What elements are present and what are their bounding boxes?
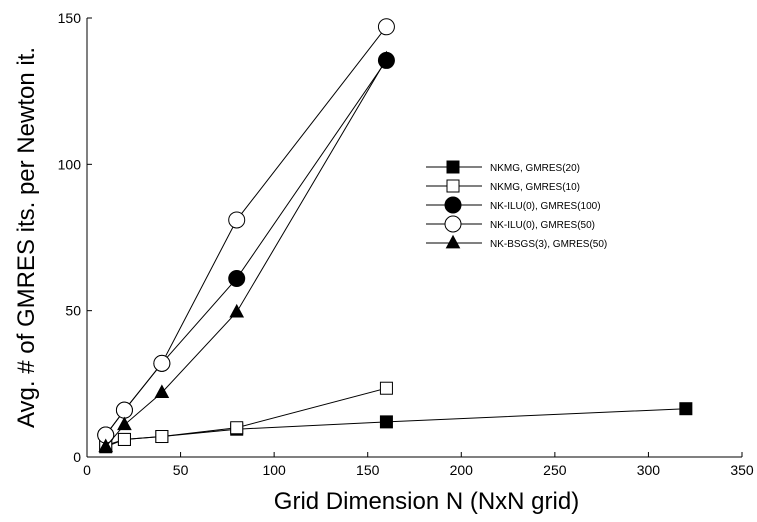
data-point <box>379 415 393 429</box>
y-tick-label: 150 <box>58 10 82 26</box>
x-tick-label: 300 <box>637 462 661 478</box>
x-tick-label: 50 <box>173 462 189 478</box>
series-line <box>105 387 387 446</box>
data-point <box>153 354 171 372</box>
data-point <box>379 50 394 65</box>
y-axis-title: Avg. # of GMRES its. per Newton it. <box>13 47 40 428</box>
y-tick-label: 100 <box>58 156 82 172</box>
data-point <box>98 438 114 453</box>
series-3 <box>97 18 395 444</box>
data-point <box>379 381 393 395</box>
data-point <box>154 384 170 398</box>
legend-marker <box>445 234 461 249</box>
legend-label: NK-ILU(0), GMRES(100) <box>490 201 601 212</box>
legend-marker <box>444 215 462 233</box>
data-point <box>228 211 246 229</box>
x-tick-label: 0 <box>83 462 91 478</box>
series-line <box>105 408 686 448</box>
legend-item: NK-ILU(0), GMRES(50) <box>426 215 595 233</box>
y-tick-label: 0 <box>73 449 81 465</box>
data-point <box>117 432 131 446</box>
series-1 <box>99 381 393 452</box>
legend-marker <box>446 179 460 193</box>
legend-label: NKMG, GMRES(10) <box>490 182 580 193</box>
x-tick-label: 100 <box>262 462 286 478</box>
x-tick-label: 250 <box>543 462 567 478</box>
legend-marker <box>446 160 460 174</box>
data-point <box>377 18 395 36</box>
data-point <box>117 416 132 431</box>
y-tick-label: 50 <box>65 303 81 319</box>
legend-label: NK-BSGS(3), GMRES(50) <box>490 239 607 250</box>
x-tick-label: 350 <box>730 462 754 478</box>
series-line <box>105 60 387 436</box>
legend-item: NKMG, GMRES(20) <box>426 160 580 174</box>
x-tick-label: 150 <box>356 462 380 478</box>
legend-item: NKMG, GMRES(10) <box>426 179 580 193</box>
legend-item: NK-ILU(0), GMRES(100) <box>426 196 601 214</box>
x-axis-title: Grid Dimension N (NxN grid) <box>274 488 579 515</box>
data-point <box>115 401 133 419</box>
x-tick-label: 200 <box>450 462 474 478</box>
plot-area: 0 50 100 150 200 250 300 350 0 50 100 150 <box>58 10 754 478</box>
legend: NKMG, GMRES(20) NKMG, GMRES(10) NK-ILU(0),… <box>426 160 607 250</box>
data-point <box>230 421 244 435</box>
series-4 <box>98 50 394 453</box>
legend-label: NK-ILU(0), GMRES(50) <box>490 220 595 231</box>
legend-marker <box>444 196 462 214</box>
series-line <box>105 58 387 448</box>
series-2 <box>97 51 395 444</box>
data-point <box>155 430 169 444</box>
data-point <box>229 303 245 318</box>
legend-label: NKMG, GMRES(20) <box>490 163 580 174</box>
legend-item: NK-BSGS(3), GMRES(50) <box>426 234 607 250</box>
series-line <box>105 26 387 436</box>
data-point <box>228 269 246 287</box>
series-0 <box>99 402 693 454</box>
data-point <box>679 402 693 416</box>
